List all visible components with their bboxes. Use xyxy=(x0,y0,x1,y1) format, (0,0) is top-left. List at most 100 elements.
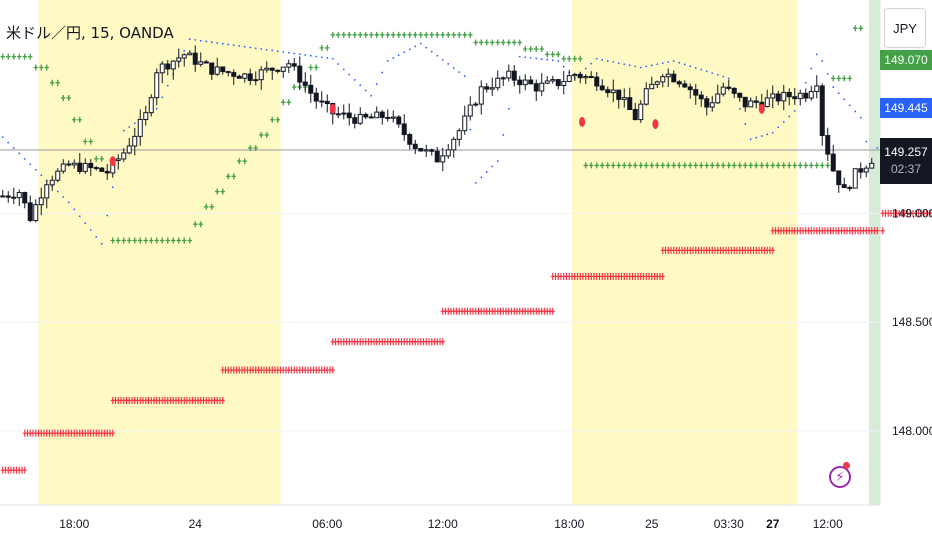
green-marker xyxy=(473,39,478,46)
green-marker xyxy=(594,162,599,169)
time-tick-label: 12:00 xyxy=(428,517,458,531)
candle-body xyxy=(693,89,699,96)
psar-dot xyxy=(518,55,521,58)
psar-dot xyxy=(546,58,549,61)
candle-body xyxy=(33,204,39,222)
candle-body xyxy=(231,72,237,77)
chart-title: 米ドル／円, 15, OANDA xyxy=(6,24,174,42)
green-marker xyxy=(39,64,44,71)
green-marker xyxy=(418,31,423,38)
green-marker xyxy=(649,162,654,169)
green-marker xyxy=(242,158,247,165)
time-axis[interactable]: 18:00 24 06:00 12:00 18:00 25 03:30 27 12:00 xyxy=(59,517,843,531)
green-marker xyxy=(204,203,209,210)
red-marker xyxy=(660,272,665,280)
green-marker xyxy=(347,31,352,38)
green-marker xyxy=(451,31,456,38)
candle-body xyxy=(286,63,292,68)
green-marker xyxy=(666,162,671,169)
psar-dot xyxy=(485,171,488,173)
psar-dot xyxy=(342,68,345,71)
psar-dot xyxy=(694,67,697,69)
green-marker xyxy=(468,31,473,38)
candle-body xyxy=(264,67,270,71)
psar-dot xyxy=(161,96,164,99)
green-marker xyxy=(435,31,440,38)
green-marker xyxy=(55,79,60,86)
green-marker xyxy=(737,162,742,169)
candle-body xyxy=(27,202,33,222)
green-marker xyxy=(110,237,115,244)
candle-body xyxy=(610,89,616,94)
candle-body xyxy=(297,65,303,83)
candle-body xyxy=(539,82,545,92)
candle-body xyxy=(599,85,605,91)
candle-body xyxy=(528,79,534,85)
candle-body xyxy=(401,123,407,136)
psar-dot xyxy=(298,53,301,56)
candle-body xyxy=(731,87,737,94)
candle-body xyxy=(148,97,154,114)
psar-dot xyxy=(414,45,417,48)
last-price-tag: 149.257 02:37 xyxy=(880,138,932,184)
green-marker xyxy=(457,31,462,38)
time-tick-label: 03:30 xyxy=(714,517,744,531)
candle-body xyxy=(385,116,391,119)
candle-body xyxy=(566,75,572,82)
candle-body xyxy=(803,92,809,99)
time-tick-label: 27 xyxy=(766,517,780,531)
candle-body xyxy=(192,52,198,65)
green-marker xyxy=(787,162,792,169)
psar-dot xyxy=(287,51,290,54)
green-marker xyxy=(11,53,16,60)
psar-dot xyxy=(276,50,279,53)
green-marker xyxy=(765,162,770,169)
candle-body xyxy=(104,170,110,174)
candle-body xyxy=(38,197,44,206)
psar-dot xyxy=(183,49,186,52)
green-marker xyxy=(248,145,253,152)
green-marker xyxy=(743,162,748,169)
green-marker xyxy=(358,31,363,38)
signal-dot xyxy=(109,156,116,167)
psar-dot xyxy=(524,56,527,59)
candle-body xyxy=(275,69,281,72)
psar-dot xyxy=(711,72,714,75)
psar-dot xyxy=(249,46,252,49)
candle-body xyxy=(561,80,567,87)
candle-body xyxy=(220,66,226,73)
price-axis[interactable]: 149.000 148.500 148.000 xyxy=(892,206,932,438)
psar-dot xyxy=(1,136,4,139)
candle-body xyxy=(698,94,704,100)
green-marker xyxy=(407,31,412,38)
psar-dot xyxy=(348,73,351,76)
green-marker xyxy=(286,99,291,106)
candle-body xyxy=(357,113,363,124)
candle-body xyxy=(709,102,715,108)
notification-dot xyxy=(843,462,850,469)
candle-body xyxy=(506,70,512,79)
candle-body xyxy=(143,112,149,121)
psar-dot xyxy=(535,57,538,60)
green-marker xyxy=(754,162,759,169)
green-marker xyxy=(165,237,170,244)
candle-body xyxy=(627,97,633,111)
candle-body xyxy=(22,192,28,204)
currency-button[interactable]: JPY xyxy=(884,8,926,48)
candle-body xyxy=(500,77,506,80)
psar-dot xyxy=(441,58,444,61)
lightning-icon[interactable]: ⚡ xyxy=(829,466,851,488)
psar-dot xyxy=(67,201,70,204)
psar-dot xyxy=(34,168,37,171)
candle-body xyxy=(291,63,297,67)
candle-body xyxy=(489,87,495,90)
green-marker xyxy=(523,45,528,52)
psar-dot xyxy=(865,140,868,143)
green-marker xyxy=(490,39,495,46)
psar-dot xyxy=(100,242,103,245)
psar-dot xyxy=(639,66,642,69)
psar-dot xyxy=(320,56,323,59)
green-marker xyxy=(127,237,132,244)
candle-body xyxy=(671,73,677,83)
